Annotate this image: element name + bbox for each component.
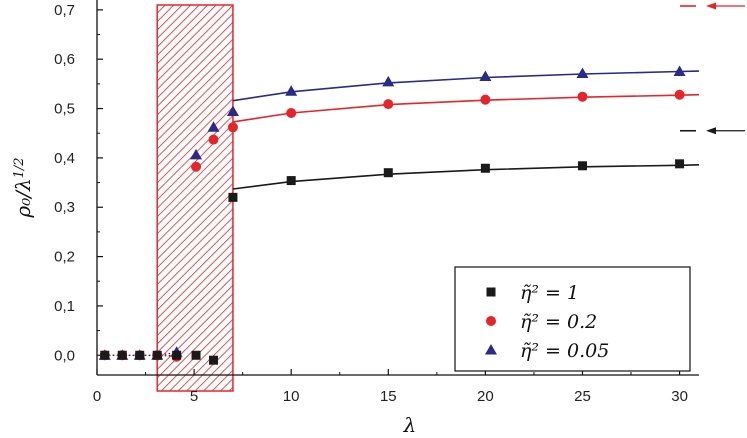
y-tick-label: 0,6 xyxy=(54,51,75,68)
legend-marker xyxy=(486,316,496,326)
shaded-region-rect xyxy=(156,4,234,392)
data-point-square xyxy=(100,350,110,360)
y-tick-label: 0,1 xyxy=(54,298,75,315)
data-point-circle xyxy=(577,91,588,102)
data-point-square xyxy=(172,350,182,360)
x-tick-label: 10 xyxy=(283,388,300,405)
axis-labels: λ ρ₀/λ1/2 xyxy=(11,157,416,437)
data-point-triangle xyxy=(479,70,492,81)
data-point-square xyxy=(480,163,490,173)
data-point-circle xyxy=(227,122,238,133)
data-point-square xyxy=(135,350,145,360)
data-point-circle xyxy=(674,89,685,100)
data-point-triangle xyxy=(382,75,395,87)
data-point-circle xyxy=(191,161,202,172)
x-tick-label: 0 xyxy=(93,388,101,405)
legend-marker xyxy=(486,287,496,297)
fit-curve xyxy=(232,164,699,190)
axes: 0 5 10 15 20 25 30 0,0 0,1 0,2 0,3 0,4 0,5 0,6 0,7 xyxy=(54,0,699,405)
data-point-circle xyxy=(480,94,491,105)
x-tick-label: 20 xyxy=(477,388,494,405)
legend: η̃² = 1 η̃² = 0.2 η̃² = 0.05 xyxy=(454,266,691,372)
data-point-triangle xyxy=(207,121,220,132)
y-tick-label: 0,3 xyxy=(54,199,75,216)
data-point-circle xyxy=(208,134,219,145)
data-point-square xyxy=(286,176,296,186)
y-tick-label: 0,7 xyxy=(54,2,75,19)
legend-label: η̃² = 0.2 xyxy=(520,311,597,333)
x-tick-label: 5 xyxy=(190,388,198,405)
y-tick-label: 0,4 xyxy=(54,150,75,167)
y-tick-label: 0,0 xyxy=(54,347,75,364)
data-point-square xyxy=(191,350,201,360)
fit-curve xyxy=(232,93,699,123)
data-point-triangle xyxy=(190,148,203,160)
x-tick-label: 15 xyxy=(380,388,397,405)
data-point-square xyxy=(675,159,685,169)
y-axis-label: ρ₀/λ1/2 xyxy=(11,157,35,218)
data-point-square xyxy=(117,350,127,360)
asymptote-arrow-head xyxy=(706,127,716,135)
data-point-circle xyxy=(383,99,394,110)
data-point-triangle xyxy=(226,105,239,117)
legend-label: η̃² = 0.05 xyxy=(520,340,609,362)
data-point-triangle xyxy=(576,67,589,79)
y-tick-label: 0,2 xyxy=(54,249,75,266)
data-point-triangle xyxy=(285,85,298,96)
data-point-triangle xyxy=(673,65,686,77)
y-tick-label: 0,5 xyxy=(54,101,75,118)
x-tick-label: 30 xyxy=(671,388,688,405)
x-tick-label: 25 xyxy=(574,388,591,405)
x-axis-label: λ xyxy=(403,413,417,437)
data-point-square xyxy=(228,192,238,202)
asymptote-arrow-head xyxy=(706,2,716,10)
data-point-square xyxy=(209,355,219,365)
data-points xyxy=(98,65,686,365)
shaded-region xyxy=(156,4,234,392)
data-point-square xyxy=(152,350,162,360)
data-point-square xyxy=(577,161,587,171)
legend-label: η̃² = 1 xyxy=(520,282,579,304)
asymptote-arrows xyxy=(680,2,745,135)
data-point-circle xyxy=(286,107,297,118)
legend-marker xyxy=(485,344,497,355)
data-point-square xyxy=(383,168,393,178)
